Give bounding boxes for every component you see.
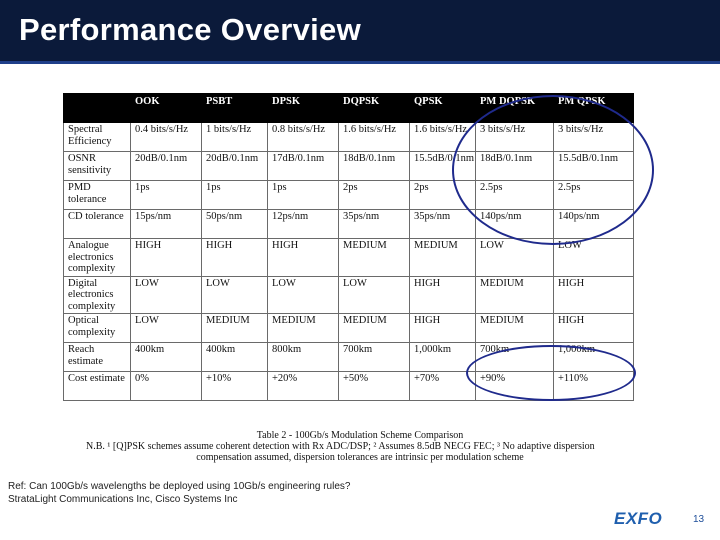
table-cell: 12ps/nm: [267, 209, 339, 239]
table-caption: Table 2 - 100Gb/s Modulation Scheme Comp…: [60, 430, 660, 463]
modulation-comparison-table: OOK PSBT DPSK DQPSK QPSK PM DQPSK PM QPS…: [63, 93, 634, 401]
table-cell: +70%: [409, 371, 476, 401]
reference-text: Ref: Can 100Gb/s wavelengths be deployed…: [8, 480, 350, 506]
table-cell: 17dB/0.1nm: [267, 151, 339, 181]
table-cell: 1,000km: [409, 342, 476, 372]
caption-note: N.B. ¹ [Q]PSK schemes assume coherent de…: [86, 441, 595, 452]
row-label-cell: CD tolerance: [63, 209, 131, 239]
table-row: Analogue electronics complexity HIGH HIGH H…: [63, 238, 634, 277]
table-cell: HIGH: [201, 238, 268, 277]
table-cell: MEDIUM: [475, 313, 554, 343]
row-label-cell: Spectral Efficiency: [63, 122, 131, 152]
table-cell: HIGH: [409, 313, 476, 343]
row-label-cell: OSNR sensitivity: [63, 151, 131, 181]
table-cell: 0.8 bits/s/Hz: [267, 122, 339, 152]
table-cell: LOW: [267, 275, 339, 314]
header-cell: DQPSK: [338, 93, 410, 123]
table-cell: LOW: [338, 275, 410, 314]
table-cell: HIGH: [409, 275, 476, 314]
table-cell: MEDIUM: [338, 313, 410, 343]
reference-line: StrataLight Communications Inc, Cisco Sy…: [8, 494, 238, 505]
table-cell: 1ps: [267, 180, 339, 210]
table-cell: MEDIUM: [338, 238, 410, 277]
table-cell: 18dB/0.1nm: [338, 151, 410, 181]
table-cell: MEDIUM: [267, 313, 339, 343]
caption-note: compensation assumed, dispersion toleran…: [196, 452, 524, 463]
table-cell: 0%: [130, 371, 202, 401]
row-label-cell: Cost estimate: [63, 371, 131, 401]
row-label-cell: Analogue electronics complexity: [63, 238, 131, 277]
table-header-row: OOK PSBT DPSK DQPSK QPSK PM DQPSK PM QPS…: [63, 93, 634, 123]
table-cell: LOW: [553, 238, 634, 277]
page-title: Performance Overview: [19, 12, 362, 47]
table-cell: 1ps: [130, 180, 202, 210]
table-cell: HIGH: [553, 275, 634, 314]
highlight-ellipse-reach: [466, 345, 636, 401]
table-cell: 20dB/0.1nm: [201, 151, 268, 181]
title-bar: Performance Overview: [0, 0, 720, 64]
header-cell: QPSK: [409, 93, 476, 123]
page-number: 13: [693, 514, 705, 525]
highlight-ellipse-pm-columns: [452, 95, 654, 245]
table-cell: MEDIUM: [201, 313, 268, 343]
row-label-cell: Reach estimate: [63, 342, 131, 372]
table-cell: HIGH: [553, 313, 634, 343]
table-cell: 15ps/nm: [130, 209, 202, 239]
table-cell: LOW: [130, 313, 202, 343]
table-cell: +20%: [267, 371, 339, 401]
table-cell: HIGH: [267, 238, 339, 277]
table-cell: 800km: [267, 342, 339, 372]
reference-line: Ref: Can 100Gb/s wavelengths be deployed…: [8, 481, 351, 492]
table-row: Digital electronics complexity LOW LOW LOW L…: [63, 275, 634, 314]
table-cell: +50%: [338, 371, 410, 401]
table-cell: 1ps: [201, 180, 268, 210]
table-cell: 35ps/nm: [338, 209, 410, 239]
header-cell: DPSK: [267, 93, 339, 123]
header-cell: OOK: [130, 93, 202, 123]
header-cell: [63, 93, 131, 123]
table-cell: 20dB/0.1nm: [130, 151, 202, 181]
table-cell: 1 bits/s/Hz: [201, 122, 268, 152]
table-cell: 2ps: [338, 180, 410, 210]
row-label-cell: Digital electronics complexity: [63, 275, 131, 314]
table-cell: 700km: [338, 342, 410, 372]
row-label-cell: Optical complexity: [63, 313, 131, 343]
table-row: Optical complexity LOW MEDIUM MEDIUM MEDIUM H…: [63, 313, 634, 343]
table-cell: 400km: [130, 342, 202, 372]
table-cell: HIGH: [130, 238, 202, 277]
table-cell: 1.6 bits/s/Hz: [338, 122, 410, 152]
header-cell: PSBT: [201, 93, 268, 123]
table-cell: MEDIUM: [409, 238, 476, 277]
table-cell: LOW: [130, 275, 202, 314]
table-cell: 50ps/nm: [201, 209, 268, 239]
table-cell: LOW: [201, 275, 268, 314]
table-cell: +10%: [201, 371, 268, 401]
exfo-logo: EXFO: [614, 509, 663, 528]
row-label-cell: PMD tolerance: [63, 180, 131, 210]
comparison-table-wrapper: OOK PSBT DPSK DQPSK QPSK PM DQPSK PM QPS…: [63, 93, 634, 401]
table-cell: MEDIUM: [475, 275, 554, 314]
table-cell: 400km: [201, 342, 268, 372]
table-cell: 35ps/nm: [409, 209, 476, 239]
table-cell: 0.4 bits/s/Hz: [130, 122, 202, 152]
caption-title: Table 2 - 100Gb/s Modulation Scheme Comp…: [256, 430, 464, 441]
